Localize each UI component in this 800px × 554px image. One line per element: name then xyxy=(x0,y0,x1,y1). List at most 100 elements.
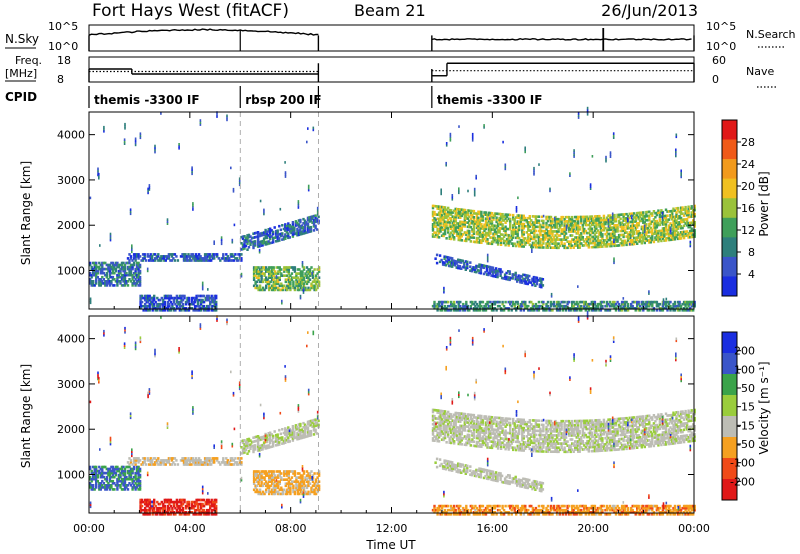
power-echo xyxy=(437,231,441,235)
power-echo xyxy=(687,207,690,211)
power-echo xyxy=(543,229,547,233)
power-echo xyxy=(661,221,665,224)
velocity-echo xyxy=(134,482,137,485)
power-echo xyxy=(292,284,295,288)
power-echo xyxy=(182,257,186,260)
velocity-echo xyxy=(296,425,299,429)
velocity-echo xyxy=(151,461,154,464)
power-echo xyxy=(572,230,575,233)
power-echo xyxy=(451,233,454,237)
velocity-echo xyxy=(278,437,281,440)
velocity-echo xyxy=(95,475,98,479)
power-echo xyxy=(457,307,460,310)
power-echo xyxy=(478,239,482,242)
power-echo xyxy=(457,214,460,217)
velocity-echo xyxy=(110,486,113,489)
power-echo xyxy=(602,243,606,246)
power-echo xyxy=(521,218,524,222)
velocity-echo xyxy=(282,431,285,435)
power-echo xyxy=(181,307,185,310)
power-echo xyxy=(279,232,282,236)
power-echo xyxy=(586,106,589,110)
power-echo xyxy=(316,272,319,275)
power-echo xyxy=(551,230,554,233)
power-echo xyxy=(437,221,441,225)
velocity-echo xyxy=(260,474,263,477)
power-echo xyxy=(575,240,578,243)
velocity-echo xyxy=(272,492,275,496)
power-echo xyxy=(646,229,649,232)
power-echo xyxy=(681,226,684,230)
power-echo xyxy=(625,225,628,228)
power-echo xyxy=(114,280,118,283)
velocity-echo xyxy=(271,476,274,479)
power-echo xyxy=(519,245,522,248)
velocity-echo xyxy=(252,448,255,452)
power-echo xyxy=(554,238,557,241)
power-echo xyxy=(290,266,294,269)
power-echo xyxy=(278,237,281,240)
power-echo xyxy=(522,239,525,242)
velocity-echo xyxy=(306,432,310,436)
power-echo xyxy=(316,210,319,214)
power-echo xyxy=(566,300,569,304)
velocity-echo xyxy=(303,427,307,431)
power-echo xyxy=(481,233,485,236)
power-echo xyxy=(546,219,550,223)
power-echo xyxy=(666,230,669,234)
power-echo xyxy=(174,296,177,300)
velocity-echo xyxy=(108,488,112,491)
power-echo xyxy=(259,242,263,245)
power-echo xyxy=(555,307,559,310)
power-echo xyxy=(578,234,581,237)
power-echo xyxy=(613,230,616,233)
power-echo xyxy=(568,300,571,304)
power-echo xyxy=(540,279,543,283)
power-echo xyxy=(568,218,571,221)
power-echo xyxy=(587,307,590,310)
power-echo xyxy=(157,302,160,306)
power-echo xyxy=(685,213,689,217)
power-echo xyxy=(642,302,645,306)
power-echo xyxy=(525,274,528,277)
power-echo xyxy=(502,227,506,230)
power-echo xyxy=(477,212,480,216)
velocity-echo xyxy=(197,457,201,460)
power-echo xyxy=(156,309,159,312)
power-echo xyxy=(489,226,492,229)
power-echo xyxy=(185,257,189,260)
power-echo xyxy=(436,213,439,216)
power-echo xyxy=(483,223,486,226)
power-echo xyxy=(525,307,528,310)
power-echo xyxy=(116,261,119,265)
power-echo xyxy=(676,223,680,226)
power-echo xyxy=(496,237,500,240)
velocity-echo xyxy=(116,488,119,491)
velocity-echo xyxy=(271,472,274,475)
velocity-echo xyxy=(93,465,96,469)
power-echo xyxy=(477,220,480,224)
power-echo xyxy=(640,225,643,229)
power-echo xyxy=(531,277,534,281)
power-echo xyxy=(561,232,565,235)
velocity-echo xyxy=(311,419,314,422)
power-echo xyxy=(527,309,530,312)
power-echo xyxy=(433,219,436,222)
power-echo xyxy=(157,253,160,256)
power-echo xyxy=(664,307,668,310)
freq-tick-bottom: 8 xyxy=(57,73,64,86)
power-echo xyxy=(545,302,548,306)
velocity-echo xyxy=(267,444,270,447)
power-echo xyxy=(448,221,451,224)
power-echo xyxy=(657,209,660,212)
power-echo xyxy=(481,300,485,304)
power-echo xyxy=(257,278,260,281)
power-echo xyxy=(590,229,593,233)
power-echo xyxy=(584,219,587,223)
power-echo xyxy=(613,242,616,246)
power-echo xyxy=(564,232,568,235)
velocity-echo xyxy=(175,459,178,462)
power-echo xyxy=(596,243,600,247)
power-echo xyxy=(154,150,156,154)
power-echo xyxy=(537,279,540,282)
